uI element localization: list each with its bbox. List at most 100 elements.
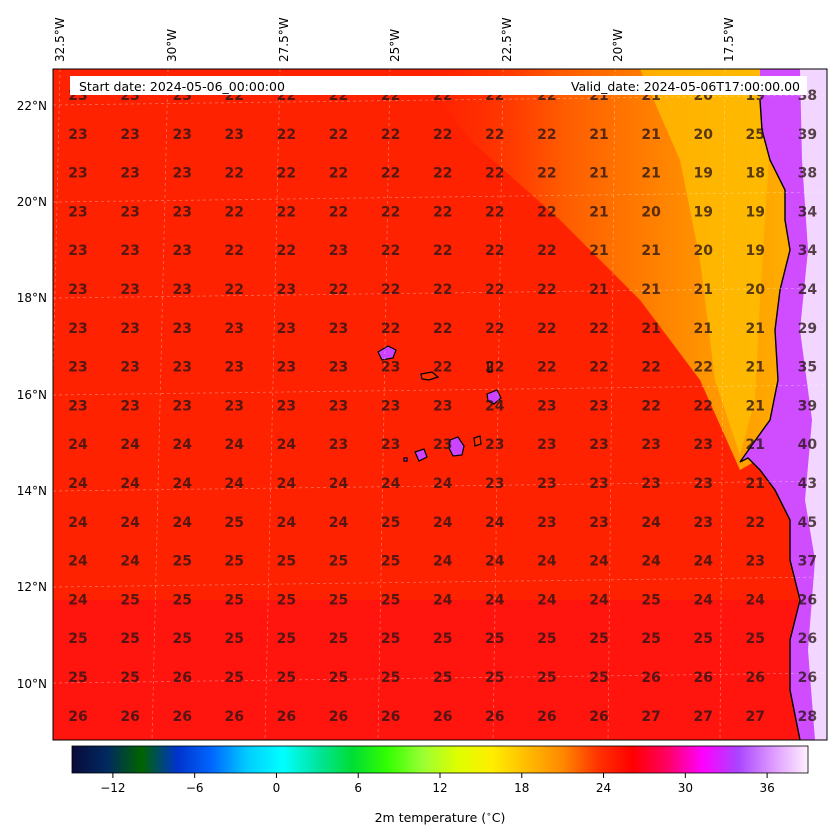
grid-value: 22 <box>433 243 452 259</box>
grid-value: 26 <box>68 709 87 725</box>
grid-value: 22 <box>277 166 296 182</box>
grid-value: 24 <box>693 592 713 608</box>
cape-verde-islands <box>377 345 502 462</box>
grid-value: 23 <box>277 282 296 298</box>
longitude-label: 17.5°W <box>722 17 736 62</box>
grid-value: 26 <box>485 709 504 725</box>
grid-value: 23 <box>537 437 556 453</box>
grid-value: 24 <box>225 437 245 453</box>
grid-value: 24 <box>277 437 297 453</box>
latitude-label: 16°N <box>17 388 47 402</box>
grid-value: 23 <box>120 321 139 337</box>
grid-value: 25 <box>277 592 296 608</box>
grid-value: 23 <box>120 127 139 143</box>
grid-value: 23 <box>693 515 712 531</box>
valid-date: Valid_date: 2024-05-06T17:00:00.00 <box>571 79 800 94</box>
grid-value: 21 <box>641 282 660 298</box>
grid-value: 24 <box>68 515 88 531</box>
grid-value: 21 <box>641 166 660 182</box>
grid-value: 22 <box>589 321 608 337</box>
grid-value: 23 <box>68 282 87 298</box>
grid-value: 37 <box>798 554 817 570</box>
grid-value: 25 <box>277 631 296 647</box>
grid-value: 23 <box>277 360 296 376</box>
grid-value: 25 <box>381 592 400 608</box>
longitude-label: 20°W <box>611 29 625 62</box>
grid-value: 23 <box>433 437 452 453</box>
grid-value: 23 <box>589 476 608 492</box>
grid-value: 25 <box>381 554 400 570</box>
grid-value: 21 <box>589 166 608 182</box>
grid-value: 23 <box>277 321 296 337</box>
grid-value: 43 <box>798 476 817 492</box>
start-date: Start date: 2024-05-06_00:00:00 <box>79 79 285 94</box>
grid-value: 24 <box>329 476 349 492</box>
grid-value: 23 <box>172 398 191 414</box>
grid-value: 23 <box>120 243 139 259</box>
grid-value: 26 <box>225 709 244 725</box>
grid-value: 25 <box>277 670 296 686</box>
grid-value: 26 <box>693 670 712 686</box>
grid-value: 22 <box>381 243 400 259</box>
grid-value: 22 <box>225 282 244 298</box>
grid-value: 19 <box>693 204 712 220</box>
grid-value: 24 <box>120 554 140 570</box>
grid-value: 25 <box>329 631 348 647</box>
grid-value: 23 <box>641 476 660 492</box>
grid-value: 26 <box>172 670 191 686</box>
grid-value: 23 <box>68 398 87 414</box>
grid-value: 25 <box>381 670 400 686</box>
grid-value: 23 <box>589 515 608 531</box>
grid-value: 26 <box>798 631 817 647</box>
grid-value: 22 <box>277 127 296 143</box>
grid-value: 23 <box>329 437 348 453</box>
grid-value: 22 <box>277 204 296 220</box>
grid-value: 23 <box>537 476 556 492</box>
grid-value: 26 <box>381 709 400 725</box>
grid-value: 22 <box>693 398 712 414</box>
grid-value: 20 <box>641 204 661 220</box>
grid-value: 23 <box>172 321 191 337</box>
grid-value: 23 <box>746 554 765 570</box>
grid-value: 20 <box>746 282 766 298</box>
grid-value: 24 <box>433 476 453 492</box>
colorbar-ticks: −12 −6 0 6 12 18 24 30 36 <box>100 773 775 795</box>
grid-value: 21 <box>746 476 765 492</box>
latitude-label: 22°N <box>17 99 47 113</box>
grid-value: 23 <box>172 166 191 182</box>
grid-value: 22 <box>225 243 244 259</box>
grid-value: 25 <box>329 670 348 686</box>
grid-value: 21 <box>746 398 765 414</box>
latitude-label: 20°N <box>17 195 47 209</box>
grid-value: 18 <box>746 166 765 182</box>
grid-value: 26 <box>537 709 556 725</box>
grid-value: 22 <box>329 127 348 143</box>
grid-value: 21 <box>589 282 608 298</box>
grid-value: 21 <box>693 282 712 298</box>
grid-value: 28 <box>798 709 817 725</box>
grid-value: 26 <box>277 709 296 725</box>
grid-value: 25 <box>225 670 244 686</box>
colorbar-tick-label: −12 <box>100 781 125 795</box>
grid-value: 25 <box>746 127 765 143</box>
grid-value: 22 <box>537 360 556 376</box>
grid-value: 25 <box>433 670 452 686</box>
colorbar-label: 2m temperature (∘C) <box>375 810 506 825</box>
grid-value: 22 <box>537 166 556 182</box>
latitude-label: 14°N <box>17 484 47 498</box>
grid-value: 23 <box>485 437 504 453</box>
grid-value: 23 <box>68 360 87 376</box>
grid-value: 23 <box>68 127 87 143</box>
grid-value: 21 <box>589 127 608 143</box>
grid-value: 26 <box>329 709 348 725</box>
grid-value: 23 <box>329 398 348 414</box>
grid-value: 21 <box>641 127 660 143</box>
colorbar-tick-label: 30 <box>678 781 693 795</box>
header-bar: Start date: 2024-05-06_00:00:00 Valid_da… <box>70 76 807 95</box>
colorbar-tick-label: −6 <box>186 781 204 795</box>
grid-value: 25 <box>120 670 139 686</box>
grid-value: 25 <box>589 670 608 686</box>
grid-value: 25 <box>225 631 244 647</box>
grid-value: 24 <box>120 476 140 492</box>
